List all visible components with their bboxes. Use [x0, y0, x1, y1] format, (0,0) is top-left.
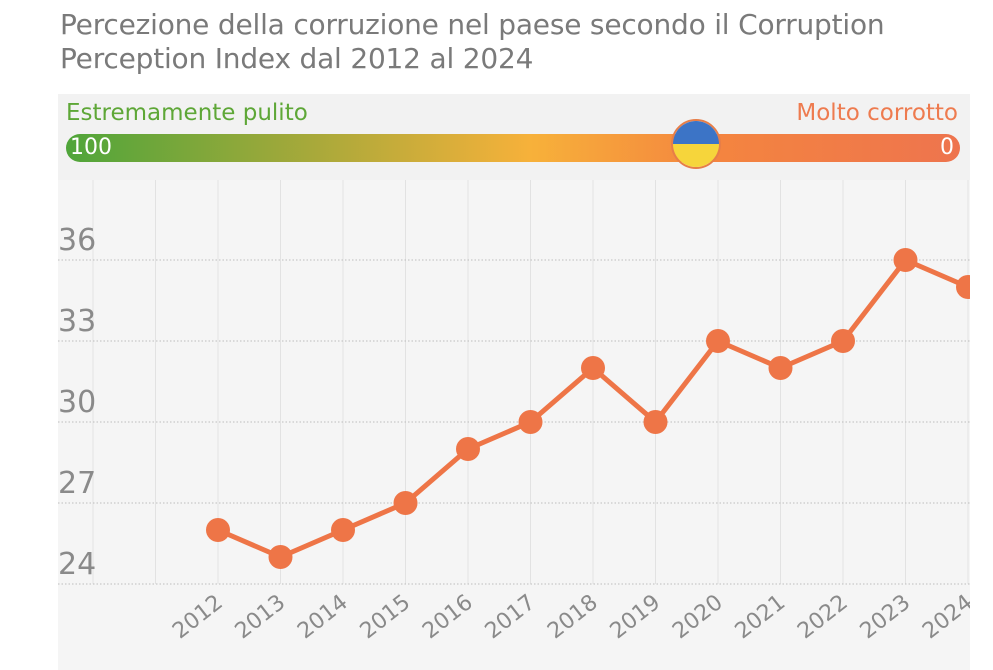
chart-title: Percezione della corruzione nel paese se… — [60, 8, 885, 75]
y-tick-label: 30 — [58, 385, 96, 420]
y-tick-label: 27 — [58, 466, 96, 501]
x-tick-label: 2024 — [918, 590, 970, 644]
data-point — [393, 491, 418, 515]
y-tick-label: 24 — [58, 547, 96, 582]
scale-gradient-bar: 100 0 — [66, 134, 960, 162]
corruption-scale: Estremamente pulito Molto corrotto 100 0 — [58, 94, 970, 180]
x-tick-label: 2023 — [856, 590, 916, 644]
x-tick-label: 2021 — [731, 590, 791, 644]
scale-corrupt-label: Molto corrotto — [796, 100, 958, 126]
x-tick-label: 2018 — [543, 590, 603, 644]
x-tick-label: 2012 — [168, 590, 228, 644]
x-tick-label: 2015 — [356, 590, 416, 644]
ukraine-flag-icon — [671, 119, 721, 169]
data-point — [206, 518, 230, 542]
scale-min-value: 100 — [70, 135, 112, 160]
scale-clean-label: Estremamente pulito — [66, 100, 308, 126]
x-tick-label: 2016 — [418, 590, 478, 644]
y-tick-label: 33 — [58, 304, 96, 339]
data-point — [831, 329, 855, 353]
chart-panel: 24 27 30 33 36 2012 2013 2014 2015 2016 2017 2018 20… — [58, 180, 970, 670]
x-tick-label: 2020 — [668, 590, 728, 644]
data-point — [581, 356, 605, 380]
x-tick-label: 2013 — [231, 590, 291, 644]
x-tick-label: 2017 — [481, 590, 541, 644]
data-point — [456, 437, 480, 461]
x-tick-label: 2019 — [606, 590, 666, 644]
data-point — [893, 248, 918, 272]
data-point — [331, 518, 355, 542]
data-point — [268, 545, 293, 569]
x-tick-label: 2022 — [793, 590, 853, 644]
data-point — [956, 275, 970, 299]
scale-max-value: 0 — [940, 135, 954, 160]
y-tick-label: 36 — [58, 223, 96, 258]
data-point — [768, 356, 793, 380]
x-tick-label: 2014 — [293, 590, 353, 644]
data-point — [518, 410, 543, 434]
data-point — [643, 410, 668, 434]
data-point — [706, 329, 730, 353]
